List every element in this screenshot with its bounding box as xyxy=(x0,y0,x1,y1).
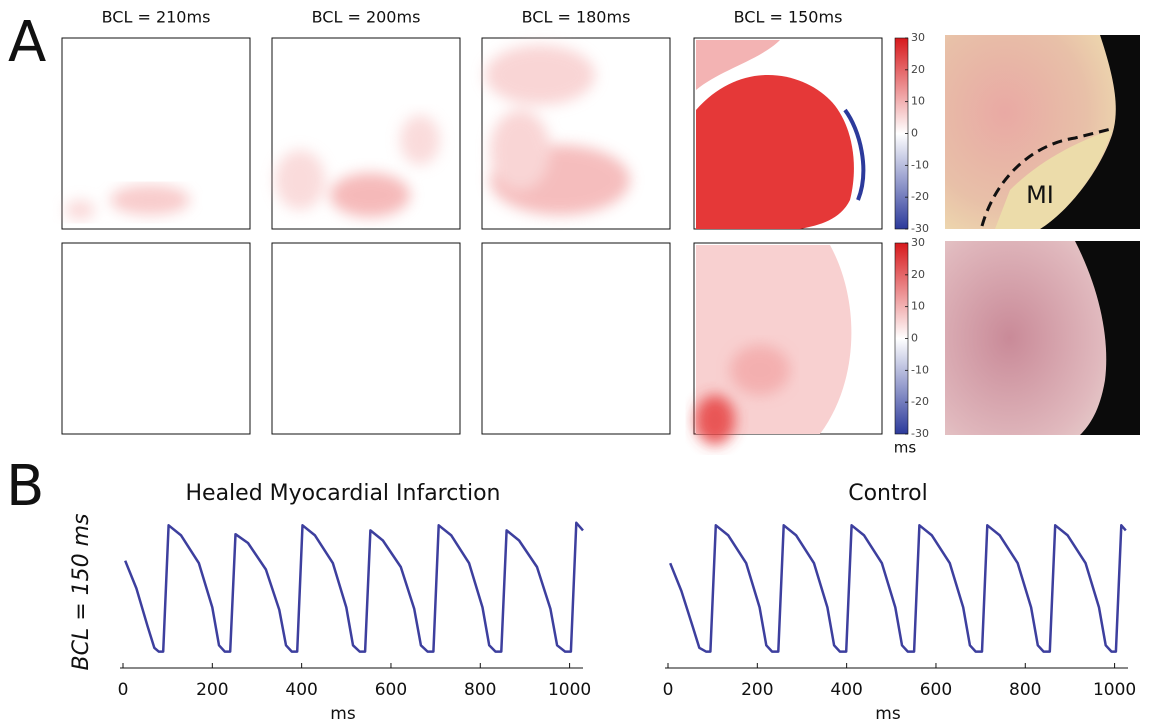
colorbar-tick-label: -30 xyxy=(911,222,929,235)
colorbar-tick-label: -20 xyxy=(911,190,929,203)
x-axis-label: ms xyxy=(875,704,901,724)
colorbar-tick-label: -20 xyxy=(911,395,929,408)
x-tick-label: 200 xyxy=(196,680,228,700)
x-tick-label: 0 xyxy=(118,680,129,700)
x-tick-label: 600 xyxy=(920,680,952,700)
column-title: BCL = 200ms xyxy=(312,8,421,27)
heatmap xyxy=(271,37,461,230)
trace xyxy=(124,521,584,653)
heatmap xyxy=(693,242,883,445)
x-tick-label: 400 xyxy=(285,680,317,700)
colorbar-tick-label: 0 xyxy=(911,127,918,140)
column-title: BCL = 210ms xyxy=(102,8,211,27)
heatmap xyxy=(481,242,671,435)
colorbar-tick-label: 20 xyxy=(911,63,925,76)
trace xyxy=(669,524,1127,653)
x-tick-label: 600 xyxy=(375,680,407,700)
colorbar-tick-label: 30 xyxy=(911,236,925,249)
colorbar-tick-label: 10 xyxy=(911,95,925,108)
colorbar-tick-label: -10 xyxy=(911,158,929,171)
column-title: BCL = 180ms xyxy=(522,8,631,27)
heatmap xyxy=(61,37,251,230)
panel-label: B xyxy=(6,454,44,519)
x-tick-label: 400 xyxy=(830,680,862,700)
y-axis-label: BCL = 150 ms xyxy=(69,513,94,670)
x-tick-label: 200 xyxy=(741,680,773,700)
panel-label: A xyxy=(8,10,46,75)
colorbar-tick-label: 0 xyxy=(911,332,918,345)
colorbar-tick-label: -10 xyxy=(911,363,929,376)
chart-title: Healed Myocardial Infarction xyxy=(186,481,501,506)
heatmap xyxy=(693,37,883,230)
heatmap xyxy=(271,242,461,435)
heart-photo: MI xyxy=(945,35,1140,229)
colorbar-tick-label: 10 xyxy=(911,300,925,313)
heart-photo xyxy=(945,241,1140,435)
colorbar-unit: ms xyxy=(894,439,917,457)
x-axis-label: ms xyxy=(330,704,356,724)
x-tick-label: 800 xyxy=(1009,680,1041,700)
column-title: BCL = 150ms xyxy=(734,8,843,27)
heatmap xyxy=(61,242,251,435)
heatmap xyxy=(481,37,671,230)
colorbar-tick-label: -30 xyxy=(911,427,929,440)
colorbar-tick-label: 20 xyxy=(911,268,925,281)
chart-title: Control xyxy=(848,481,928,506)
photo-label: MI xyxy=(1026,181,1054,209)
colorbar-tick-label: 30 xyxy=(911,31,925,44)
x-tick-label: 0 xyxy=(663,680,674,700)
x-tick-label: 1000 xyxy=(1093,680,1136,700)
x-tick-label: 1000 xyxy=(548,680,591,700)
x-tick-label: 800 xyxy=(464,680,496,700)
